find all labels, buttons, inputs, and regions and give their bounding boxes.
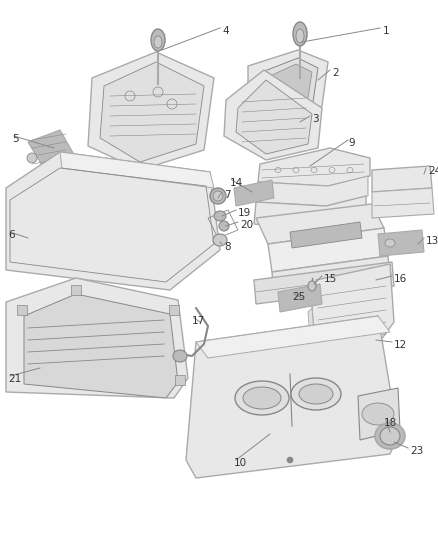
Text: 12: 12 bbox=[394, 340, 407, 350]
Ellipse shape bbox=[375, 423, 405, 449]
Ellipse shape bbox=[296, 29, 304, 43]
Ellipse shape bbox=[299, 384, 333, 404]
Polygon shape bbox=[258, 148, 370, 186]
Polygon shape bbox=[196, 316, 390, 358]
Polygon shape bbox=[28, 130, 76, 172]
Polygon shape bbox=[88, 52, 214, 170]
Polygon shape bbox=[256, 204, 384, 244]
Ellipse shape bbox=[214, 211, 226, 221]
Ellipse shape bbox=[385, 239, 395, 247]
Ellipse shape bbox=[380, 427, 400, 445]
Polygon shape bbox=[186, 316, 398, 478]
Text: 19: 19 bbox=[238, 208, 251, 218]
Ellipse shape bbox=[27, 153, 37, 163]
Polygon shape bbox=[358, 388, 400, 440]
Text: 8: 8 bbox=[224, 242, 231, 252]
Polygon shape bbox=[256, 176, 368, 206]
Ellipse shape bbox=[173, 350, 187, 362]
Text: 9: 9 bbox=[348, 138, 355, 148]
Polygon shape bbox=[6, 152, 220, 290]
Ellipse shape bbox=[213, 234, 227, 246]
Polygon shape bbox=[378, 230, 424, 256]
Polygon shape bbox=[372, 166, 432, 192]
Polygon shape bbox=[372, 188, 434, 218]
Text: 4: 4 bbox=[222, 26, 229, 36]
Polygon shape bbox=[248, 50, 328, 126]
Polygon shape bbox=[270, 64, 312, 112]
Polygon shape bbox=[254, 262, 394, 304]
Text: 1: 1 bbox=[383, 26, 390, 36]
Text: 25: 25 bbox=[292, 292, 305, 302]
Text: 14: 14 bbox=[230, 178, 243, 188]
Text: 5: 5 bbox=[12, 134, 19, 144]
Bar bbox=[17, 305, 27, 315]
Polygon shape bbox=[254, 196, 366, 230]
Polygon shape bbox=[272, 256, 390, 296]
Ellipse shape bbox=[154, 36, 162, 48]
Bar bbox=[175, 375, 185, 385]
Text: 20: 20 bbox=[240, 220, 253, 230]
Polygon shape bbox=[6, 278, 188, 398]
Polygon shape bbox=[60, 152, 214, 188]
Text: 15: 15 bbox=[324, 274, 337, 284]
Polygon shape bbox=[262, 58, 318, 118]
Text: 17: 17 bbox=[192, 316, 205, 326]
Ellipse shape bbox=[235, 381, 289, 415]
Polygon shape bbox=[268, 228, 388, 272]
Text: 2: 2 bbox=[332, 68, 339, 78]
Bar bbox=[71, 285, 81, 295]
Ellipse shape bbox=[308, 281, 316, 291]
Polygon shape bbox=[278, 284, 322, 312]
Polygon shape bbox=[234, 180, 274, 206]
Ellipse shape bbox=[291, 378, 341, 410]
Ellipse shape bbox=[213, 191, 223, 201]
Ellipse shape bbox=[219, 221, 229, 231]
Polygon shape bbox=[224, 70, 322, 160]
Text: 7: 7 bbox=[224, 190, 231, 200]
Ellipse shape bbox=[243, 387, 281, 409]
Polygon shape bbox=[308, 308, 316, 364]
Polygon shape bbox=[312, 264, 394, 360]
Text: 6: 6 bbox=[8, 230, 14, 240]
Text: 24: 24 bbox=[428, 166, 438, 176]
Polygon shape bbox=[100, 62, 204, 162]
Text: 13: 13 bbox=[426, 236, 438, 246]
Bar bbox=[169, 305, 179, 315]
Text: 18: 18 bbox=[384, 418, 397, 428]
Text: 23: 23 bbox=[410, 446, 423, 456]
Ellipse shape bbox=[293, 22, 307, 46]
Text: 21: 21 bbox=[8, 374, 21, 384]
Text: 16: 16 bbox=[394, 274, 407, 284]
Text: 3: 3 bbox=[312, 114, 318, 124]
Ellipse shape bbox=[210, 188, 226, 204]
Ellipse shape bbox=[362, 403, 394, 425]
Polygon shape bbox=[24, 294, 178, 398]
Ellipse shape bbox=[151, 29, 165, 51]
Ellipse shape bbox=[287, 457, 293, 463]
Text: 10: 10 bbox=[234, 458, 247, 468]
Polygon shape bbox=[290, 222, 362, 248]
Polygon shape bbox=[236, 80, 312, 154]
